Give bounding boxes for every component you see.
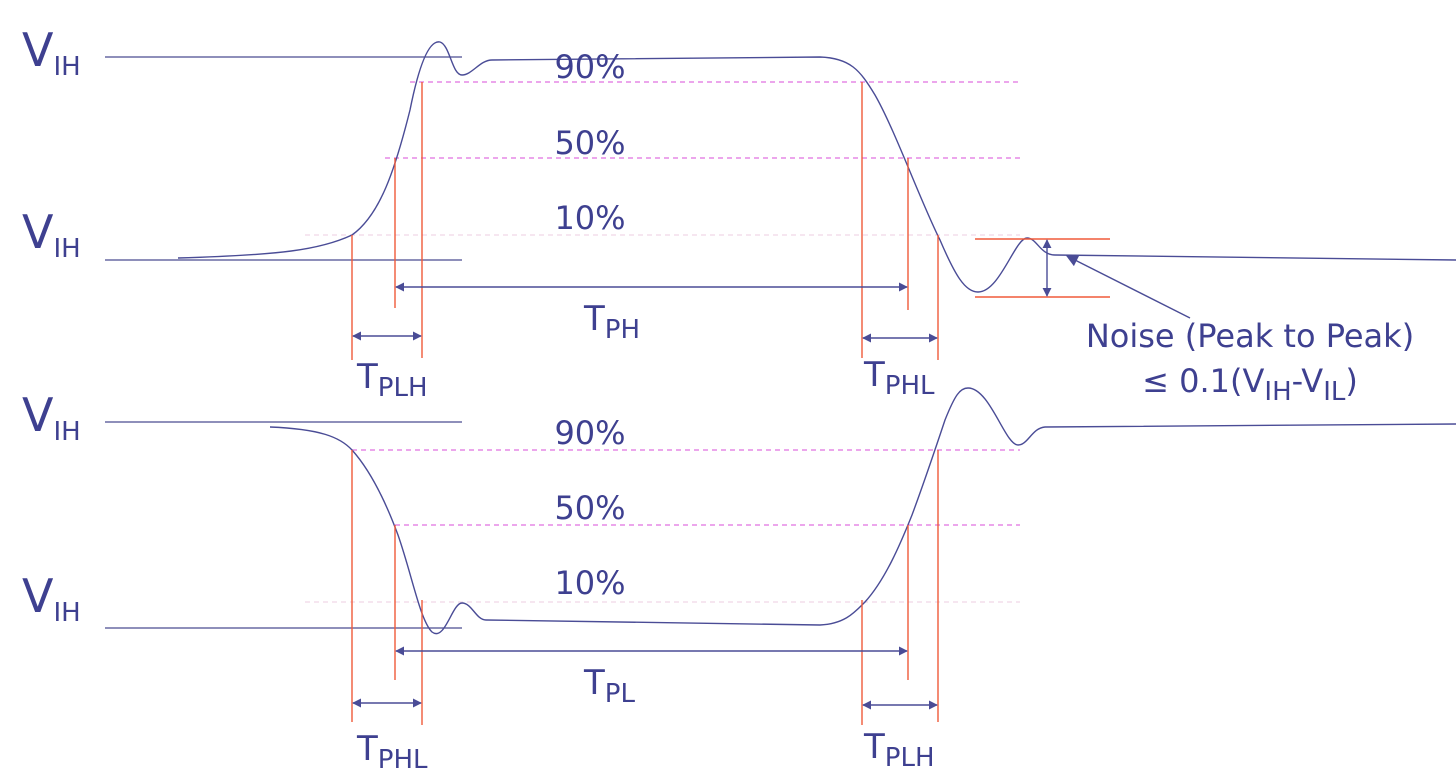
label-main: V xyxy=(22,388,54,442)
period-label: TPLH xyxy=(356,357,428,403)
percent-label: 10% xyxy=(554,564,625,602)
markers xyxy=(351,450,939,725)
label-main: T xyxy=(356,357,378,397)
label-main: V xyxy=(22,23,54,77)
label-sub: PLH xyxy=(885,743,935,773)
period-label: TPHL xyxy=(356,729,428,775)
percent-label: 50% xyxy=(554,124,625,162)
formula-sub: IL xyxy=(1323,377,1346,407)
level-label: VIH xyxy=(22,23,81,82)
percent-label: 90% xyxy=(554,414,625,452)
label-sub: PLH xyxy=(378,373,428,403)
label-sub: PL xyxy=(605,679,636,709)
label-sub: IH xyxy=(53,598,80,628)
label-main: V xyxy=(22,205,54,259)
label-sub: IH xyxy=(53,52,80,82)
formula-part: ) xyxy=(1345,362,1357,400)
formula-part: -V xyxy=(1292,362,1324,400)
period-label: TPL xyxy=(583,663,635,709)
label-sub: IH xyxy=(53,234,80,264)
formula-part: ≤ 0.1(V xyxy=(1142,362,1264,400)
label-main: T xyxy=(583,299,605,339)
level-label: VIH xyxy=(22,388,81,447)
bottom-panel: VIH VIH 90% 50% 10% TPL TPHL TPLH xyxy=(22,387,1456,775)
label-main: T xyxy=(863,355,885,395)
percent-label: 50% xyxy=(554,489,625,527)
noise-formula: ≤ 0.1(VIH-VIL) xyxy=(1142,362,1358,407)
period-label: TPH xyxy=(583,299,640,345)
label-main: T xyxy=(863,727,885,767)
label-sub: PHL xyxy=(885,371,935,401)
level-label: VIH xyxy=(22,205,81,264)
level-label: VIH xyxy=(22,569,81,628)
noise-label: Noise (Peak to Peak) xyxy=(1086,317,1414,355)
label-sub: IH xyxy=(53,417,80,447)
waveform xyxy=(177,41,1456,293)
label-sub: PH xyxy=(605,315,640,345)
formula-sub: IH xyxy=(1264,377,1291,407)
period-label: TPLH xyxy=(863,727,935,773)
top-panel: VIH VIH 90% 50% 10% TPH TPLH TPHL Noise … xyxy=(22,23,1456,407)
markers xyxy=(351,82,1191,360)
waveform xyxy=(269,387,1456,635)
label-main: T xyxy=(583,663,605,703)
label-main: V xyxy=(22,569,54,623)
percent-label: 90% xyxy=(554,48,625,86)
percent-label: 10% xyxy=(554,199,625,237)
period-label: TPHL xyxy=(863,355,935,401)
label-sub: PHL xyxy=(378,745,428,775)
label-main: T xyxy=(356,729,378,769)
